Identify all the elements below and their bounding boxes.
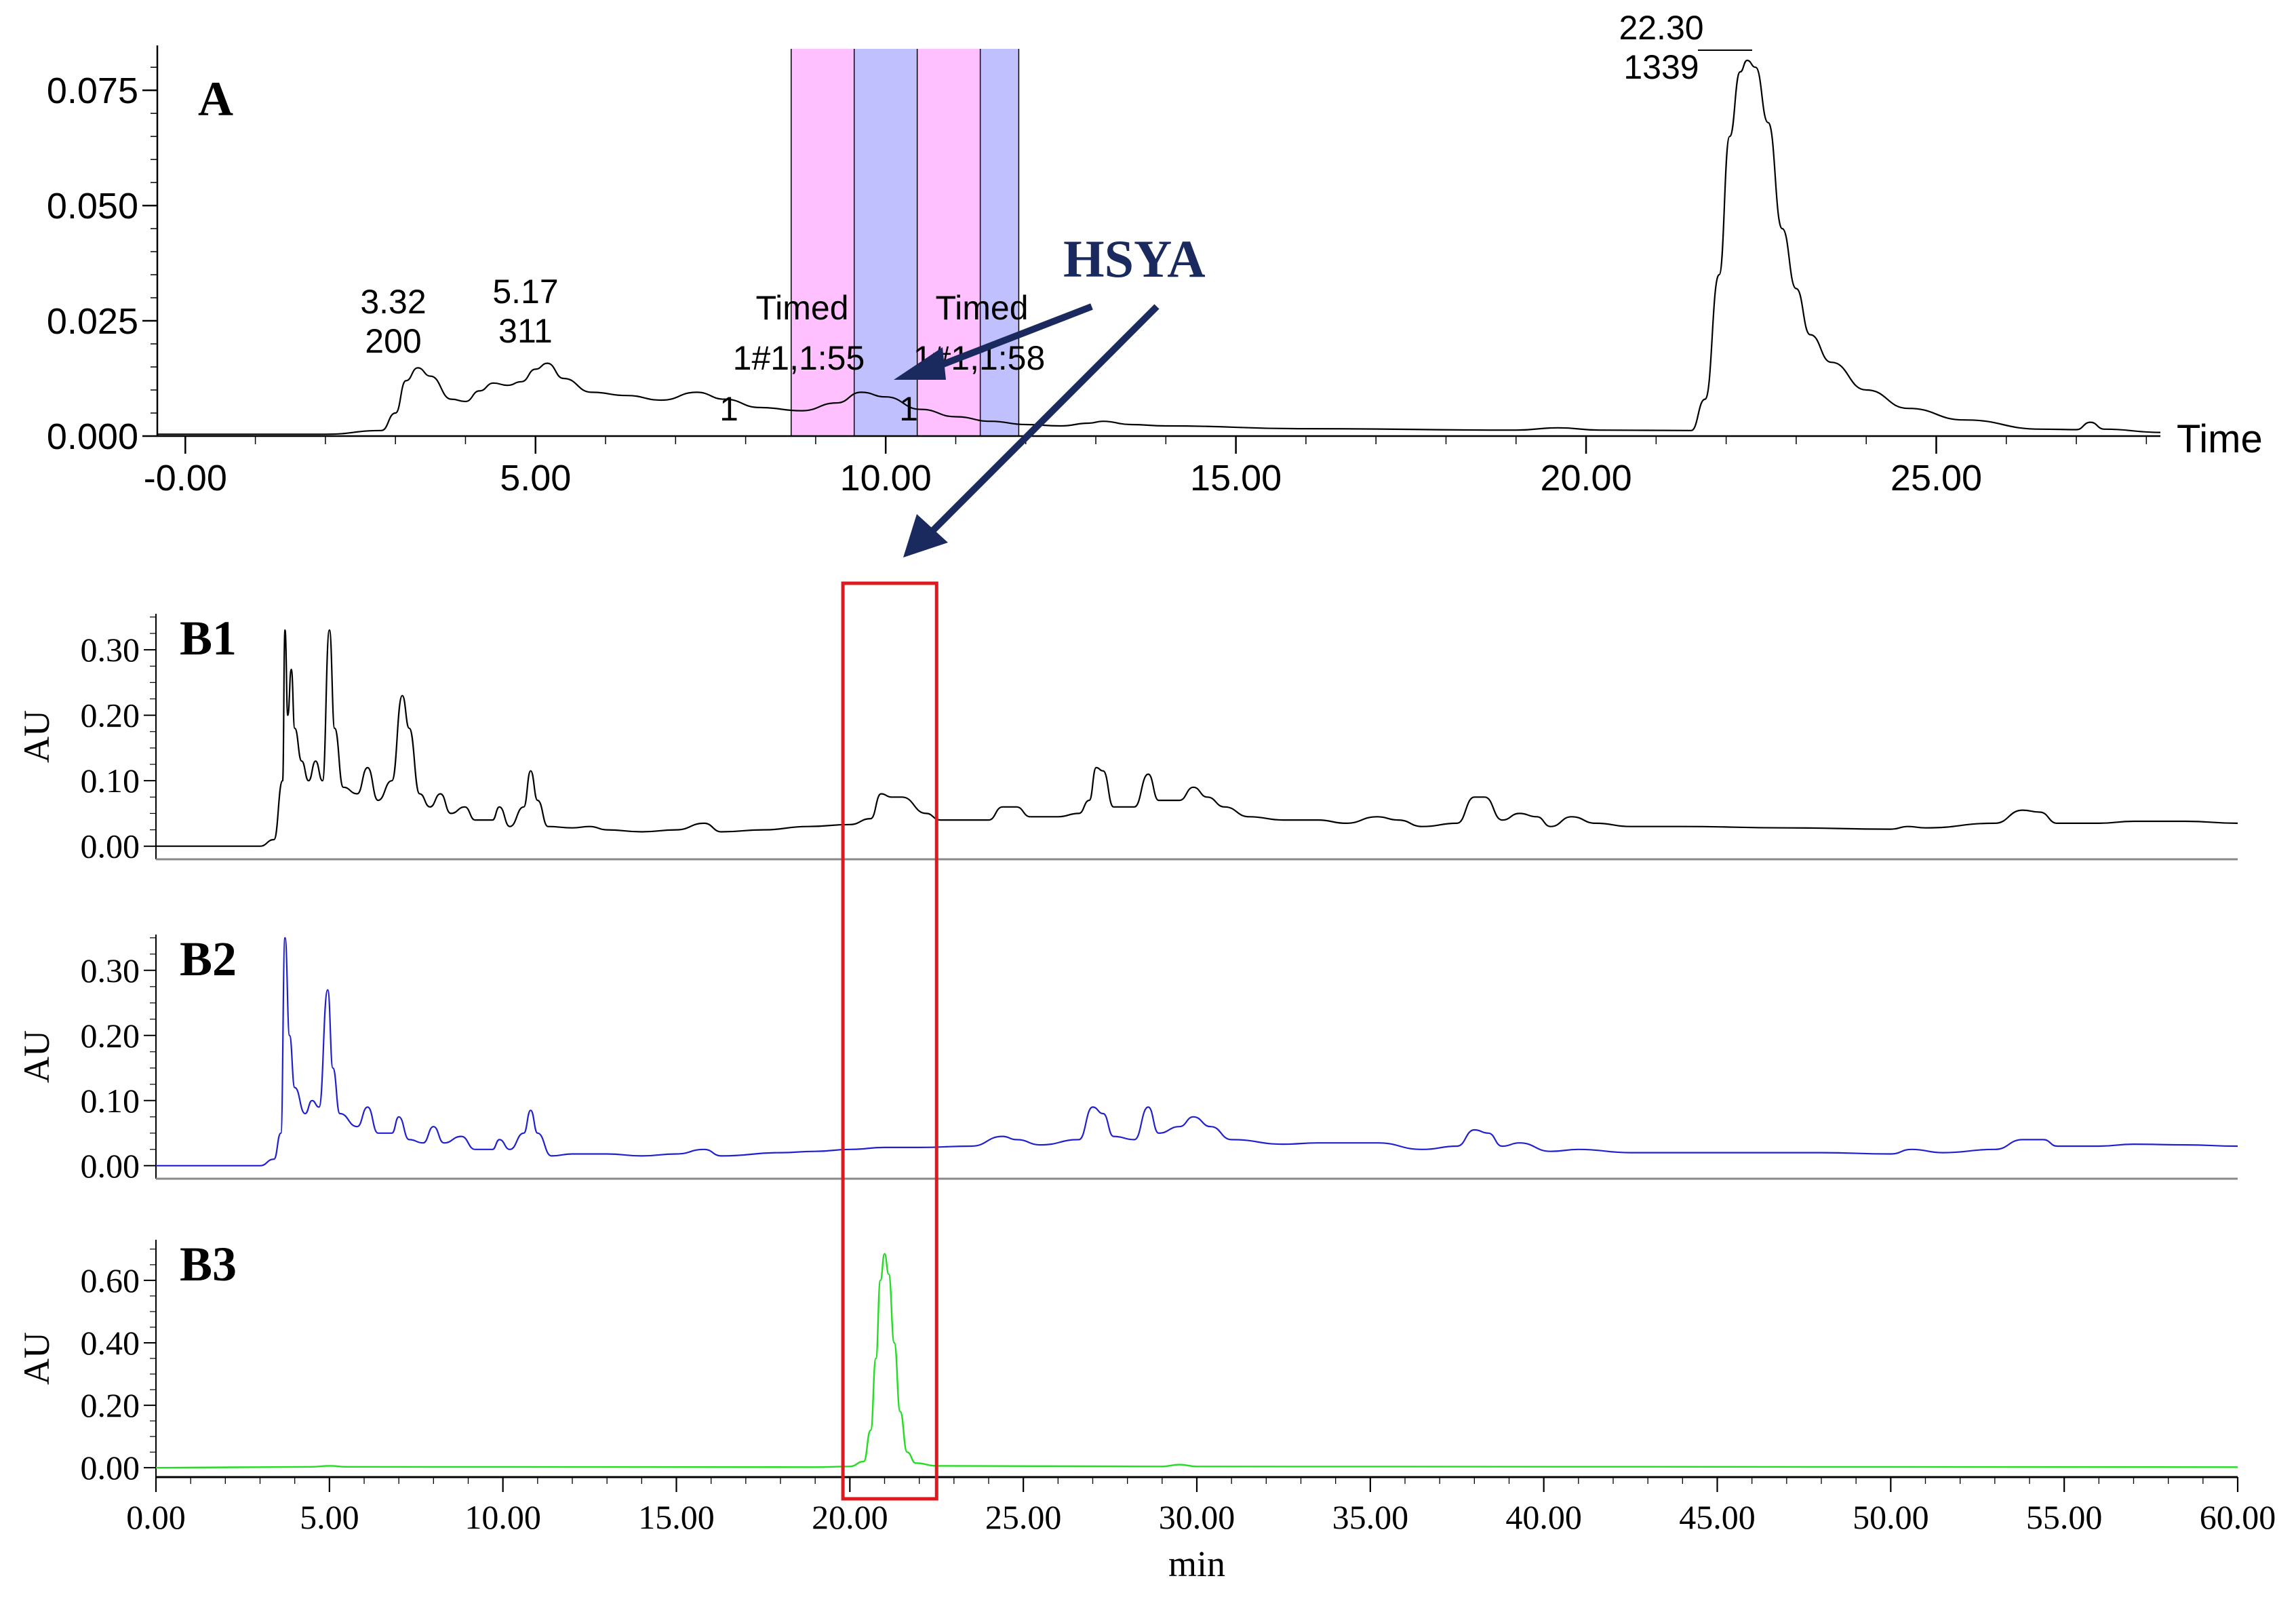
panel-a-trace bbox=[157, 59, 2161, 435]
y-tick-label: 0.025 bbox=[47, 301, 138, 342]
x-tick-label: 5.00 bbox=[500, 458, 571, 498]
y-tick-label: 0.60 bbox=[81, 1261, 140, 1299]
fraction-label: Timed bbox=[935, 289, 1028, 327]
fraction-band bbox=[980, 49, 1019, 436]
x-tick-label: 25.00 bbox=[985, 1498, 1062, 1536]
fraction-bands bbox=[790, 49, 1020, 436]
panel-a-y-ticks: 0.000 0.025 0.050 0.075 bbox=[47, 66, 157, 457]
panel-b1: 0.00 0.10 0.20 0.30 B1 AU bbox=[16, 611, 2238, 865]
y-tick-label: 0.00 bbox=[81, 1449, 140, 1487]
hsya-arrow-head-2 bbox=[903, 514, 948, 557]
y-tick-label: 0.20 bbox=[81, 697, 140, 734]
y-tick-label: 0.075 bbox=[47, 71, 138, 111]
panel-label-b3: B3 bbox=[180, 1237, 237, 1291]
peak-label: 5.17 bbox=[492, 273, 558, 311]
panel-label-a: A bbox=[198, 72, 233, 126]
x-tick-label: -0.00 bbox=[144, 458, 227, 498]
x-tick-label: 60.00 bbox=[2200, 1498, 2276, 1536]
y-tick-label: 0.30 bbox=[81, 631, 140, 669]
y-tick-label: 0.40 bbox=[81, 1324, 140, 1362]
fraction-label: Timed bbox=[755, 289, 848, 327]
fraction-label: 1 bbox=[899, 390, 918, 428]
x-tick-label: 10.00 bbox=[464, 1498, 541, 1536]
peak-label: 22.30 bbox=[1619, 9, 1703, 47]
hsya-annotation: HSYA bbox=[894, 229, 1206, 557]
x-tick-label: 35.00 bbox=[1332, 1498, 1409, 1536]
peak-label: 3.32 bbox=[360, 283, 426, 321]
panel-b2-y-axis-label: AU bbox=[16, 1030, 57, 1083]
x-tick-label: 45.00 bbox=[1679, 1498, 1756, 1536]
x-tick-label: 55.00 bbox=[2026, 1498, 2103, 1536]
y-tick-label: 0.30 bbox=[81, 952, 140, 989]
panel-b3-trace bbox=[155, 1253, 2238, 1469]
panel-b2-y-ticks: 0.00 0.10 0.20 0.30 bbox=[81, 937, 156, 1185]
y-tick-label: 0.00 bbox=[81, 1147, 140, 1185]
panel-b3-x-ticks: 0.00 5.00 10.00 15.00 20.00 25.00 30.00 35.00 40… bbox=[126, 1477, 2276, 1536]
panel-b1-trace bbox=[155, 629, 2238, 847]
x-tick-label: 50.00 bbox=[1853, 1498, 1929, 1536]
y-tick-label: 0.10 bbox=[81, 762, 140, 800]
peak-label: 200 bbox=[365, 322, 421, 360]
panel-a-x-ticks: -0.00 5.00 10.00 15.00 20.00 25.00 bbox=[144, 436, 2147, 498]
fraction-band bbox=[791, 49, 854, 436]
fraction-label: 1#1,1:55 bbox=[733, 339, 865, 377]
fraction-label: 1 bbox=[719, 390, 738, 428]
panel-b1-y-axis-label: AU bbox=[16, 710, 57, 763]
x-tick-label: 10.00 bbox=[840, 458, 932, 498]
panel-label-b2: B2 bbox=[180, 932, 237, 986]
x-tick-label: 30.00 bbox=[1159, 1498, 1235, 1536]
y-tick-label: 0.000 bbox=[47, 416, 138, 457]
hsya-highlight-box bbox=[841, 581, 938, 1501]
panel-b3-y-axis-label: AU bbox=[16, 1332, 57, 1385]
panel-b3-y-ticks: 0.00 0.20 0.40 0.60 bbox=[81, 1249, 156, 1487]
x-tick-label: 20.00 bbox=[1540, 458, 1631, 498]
hsya-arrow-to-b-panels bbox=[930, 304, 1160, 533]
panel-b3-x-axis-label: min bbox=[1168, 1544, 1225, 1584]
x-tick-label: 25.00 bbox=[1891, 458, 1982, 498]
panel-b1-y-ticks: 0.00 0.10 0.20 0.30 bbox=[81, 616, 156, 865]
hsya-arrow-head-1 bbox=[894, 347, 946, 380]
x-tick-label: 15.00 bbox=[1190, 458, 1282, 498]
panel-a-x-axis-label: Time bbox=[2177, 417, 2263, 461]
x-tick-label: 20.00 bbox=[812, 1498, 888, 1536]
panel-b2-trace bbox=[156, 937, 2238, 1166]
y-tick-label: 0.20 bbox=[81, 1386, 140, 1424]
panel-b2: 0.00 0.10 0.20 0.30 B2 AU bbox=[16, 932, 2238, 1185]
peak-label: 311 bbox=[498, 312, 553, 350]
peak-label: 1339 bbox=[1623, 48, 1699, 86]
hsya-label: HSYA bbox=[1063, 229, 1206, 288]
panel-a: 0.000 0.025 0.050 0.075 -0.00 5.00 10.00 15.00… bbox=[47, 9, 2263, 498]
hsya-arrow-to-peak bbox=[933, 303, 1093, 371]
y-tick-label: 0.00 bbox=[81, 827, 140, 865]
panel-label-b1: B1 bbox=[180, 611, 237, 665]
y-tick-label: 0.20 bbox=[81, 1017, 140, 1055]
panel-b3: 0.00 0.20 0.40 0.60 0.00 5.00 10.00 15.00 20.00… bbox=[16, 1237, 2276, 1584]
y-tick-label: 0.10 bbox=[81, 1082, 140, 1120]
x-tick-label: 0.00 bbox=[126, 1498, 186, 1536]
x-tick-label: 40.00 bbox=[1505, 1498, 1582, 1536]
x-tick-label: 5.00 bbox=[300, 1498, 359, 1536]
y-tick-label: 0.050 bbox=[47, 186, 138, 227]
x-tick-label: 15.00 bbox=[638, 1498, 715, 1536]
